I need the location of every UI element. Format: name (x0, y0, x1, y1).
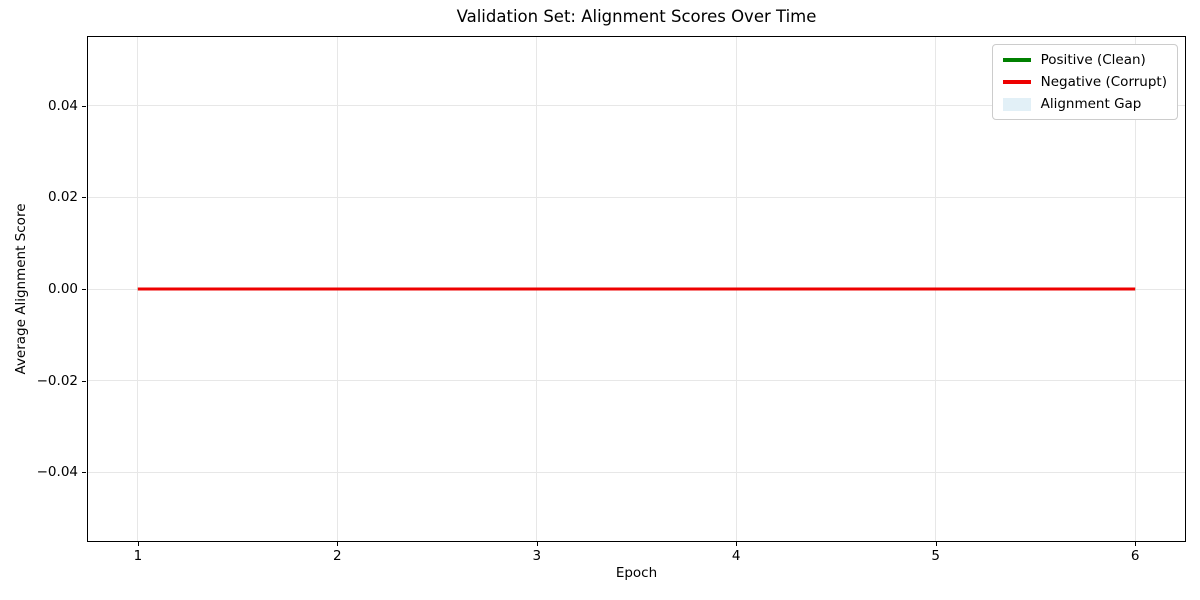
legend-item: Alignment Gap (1002, 96, 1167, 112)
legend-item: Negative (Corrupt) (1002, 74, 1167, 90)
legend-line-swatch (1002, 58, 1031, 62)
gridline-horizontal (88, 471, 1185, 473)
y-tick-label: 0.00 (47, 281, 78, 297)
legend-patch-swatch (1002, 97, 1031, 111)
legend-label: Alignment Gap (1040, 96, 1142, 112)
x-tick-label: 6 (1130, 548, 1140, 564)
x-tick-mark (935, 542, 937, 546)
legend-label: Negative (Corrupt) (1040, 74, 1167, 90)
y-tick-mark (82, 289, 86, 290)
y-tick-mark (82, 105, 86, 107)
y-tick-label: 0.04 (47, 97, 78, 114)
chart-title: Validation Set: Alignment Scores Over Ti… (456, 7, 817, 26)
legend: Positive (Clean) Negative (Corrupt) Alignm… (991, 44, 1178, 120)
x-tick-mark (736, 542, 738, 546)
gridline-horizontal (88, 196, 1185, 198)
y-tick-mark (82, 197, 86, 199)
y-tick-label: 0.02 (47, 189, 78, 206)
legend-item: Positive (Clean) (1002, 52, 1167, 68)
y-tick-mark (82, 380, 86, 382)
x-tick-mark (337, 542, 339, 546)
x-tick-mark (536, 542, 538, 546)
x-tick-label: 2 (333, 548, 342, 564)
y-tick-label: −0.04 (36, 464, 78, 481)
y-axis-label: Average Alignment Score (13, 203, 29, 375)
y-tick-label: −0.02 (36, 372, 78, 389)
x-tick-label: 5 (931, 548, 940, 564)
x-tick-label: 1 (133, 548, 143, 564)
x-tick-label: 4 (731, 548, 741, 564)
gridline-horizontal (88, 105, 1185, 107)
x-tick-label: 3 (532, 548, 542, 564)
legend-line-swatch (1002, 80, 1031, 84)
legend-label: Positive (Clean) (1040, 52, 1146, 68)
x-axis-label: Epoch (615, 565, 658, 581)
x-tick-mark (1135, 542, 1137, 546)
x-tick-mark (137, 542, 139, 546)
gridline-horizontal (88, 380, 1185, 382)
series-plot (137, 287, 1136, 291)
y-tick-mark (82, 472, 86, 474)
plot-area: Positive (Clean) Negative (Corrupt) Alignm… (87, 36, 1186, 542)
